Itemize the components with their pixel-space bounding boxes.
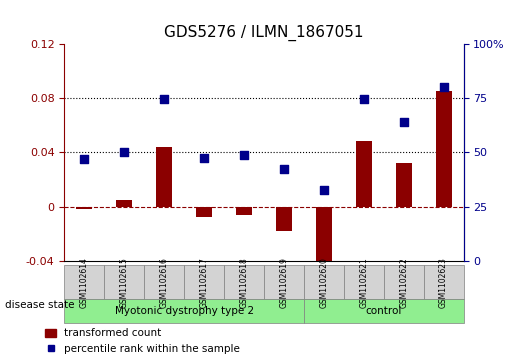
FancyBboxPatch shape: [304, 265, 344, 299]
Point: [120, 149, 128, 155]
Text: GSM1102617: GSM1102617: [200, 257, 209, 308]
FancyBboxPatch shape: [344, 265, 384, 299]
Point: [359, 96, 368, 102]
Point: [160, 96, 168, 102]
Text: Myotonic dystrophy type 2: Myotonic dystrophy type 2: [114, 306, 254, 316]
Point: [439, 84, 448, 90]
FancyBboxPatch shape: [104, 265, 144, 299]
FancyBboxPatch shape: [224, 265, 264, 299]
Point: [400, 119, 408, 125]
Bar: [76, 207, 92, 209]
Text: disease state: disease state: [5, 300, 75, 310]
Text: GSM1102616: GSM1102616: [160, 257, 168, 308]
FancyBboxPatch shape: [64, 299, 304, 323]
Text: GSM1102619: GSM1102619: [280, 257, 288, 308]
Bar: [276, 207, 292, 231]
FancyBboxPatch shape: [144, 265, 184, 299]
FancyBboxPatch shape: [384, 265, 423, 299]
Point: [320, 187, 328, 193]
Point: [80, 156, 89, 162]
Text: GSM1102615: GSM1102615: [120, 257, 129, 308]
Bar: [436, 91, 452, 207]
Text: control: control: [366, 306, 402, 316]
Point: [240, 152, 248, 158]
Bar: [196, 207, 212, 217]
Point: [280, 166, 288, 171]
Text: GSM1102623: GSM1102623: [439, 257, 448, 308]
FancyBboxPatch shape: [64, 265, 104, 299]
FancyBboxPatch shape: [184, 265, 224, 299]
Text: GSM1102618: GSM1102618: [239, 257, 248, 308]
Bar: [316, 207, 332, 285]
FancyBboxPatch shape: [423, 265, 464, 299]
Bar: [356, 141, 372, 207]
FancyBboxPatch shape: [264, 265, 304, 299]
Text: GSM1102614: GSM1102614: [80, 257, 89, 308]
Bar: [236, 207, 252, 215]
Bar: [396, 163, 411, 207]
Bar: [156, 147, 172, 207]
Bar: [116, 200, 132, 207]
Text: GSM1102620: GSM1102620: [319, 257, 328, 308]
Text: GSM1102622: GSM1102622: [399, 257, 408, 308]
Title: GDS5276 / ILMN_1867051: GDS5276 / ILMN_1867051: [164, 25, 364, 41]
Point: [200, 155, 208, 160]
Text: GSM1102621: GSM1102621: [359, 257, 368, 308]
Legend: transformed count, percentile rank within the sample: transformed count, percentile rank withi…: [41, 324, 244, 358]
FancyBboxPatch shape: [304, 299, 464, 323]
